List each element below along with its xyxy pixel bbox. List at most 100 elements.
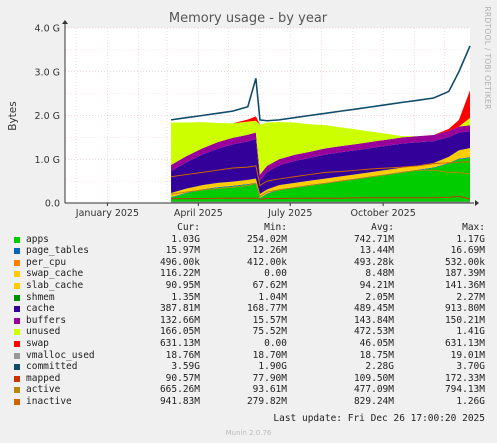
legend-avg: 2.28G [365, 361, 394, 373]
area-apps [171, 157, 471, 203]
legend-row: inactive 941.83M 279.82M 829.24M 1.26G [14, 396, 488, 408]
y-tick-label: 2.0 G [35, 111, 61, 122]
legend-max: 794.13M [444, 384, 485, 396]
legend-cur: 116.22M [159, 268, 200, 280]
x-tick-label: July 2025 [267, 208, 312, 219]
y-axis-arrow-icon [62, 20, 68, 24]
legend-cur: 631.13M [159, 337, 200, 349]
legend-cur: 3.59G [171, 361, 200, 373]
legend-min: 0.00 [264, 337, 287, 349]
legend-min: 75.52M [252, 326, 287, 338]
y-tick-label: 3.0 G [35, 67, 61, 78]
line-committed [170, 45, 471, 122]
legend-name: slab_cache [26, 279, 84, 291]
legend-header-3: Avg: [371, 222, 394, 233]
legend-swatch [14, 236, 20, 243]
legend-swatch [14, 375, 20, 382]
legend-avg: 493.28k [353, 256, 394, 268]
series-lines [170, 45, 471, 203]
y-axis-label: Bytes [7, 101, 19, 130]
legend-name: unused [26, 326, 61, 338]
legend-swatch [14, 259, 20, 266]
chart-title: Memory usage - by year [169, 11, 328, 26]
legend-row: buffers 132.66M 15.57M 143.84M 150.21M [14, 315, 488, 327]
last-update: Last update: Fri Dec 26 17:00:20 2025 [273, 413, 485, 424]
legend-avg: 477.09M [353, 384, 394, 396]
legend-cur: 15.97M [165, 245, 200, 257]
legend-header-4: Max: [462, 222, 485, 233]
legend-cur: 665.26M [159, 384, 200, 396]
legend-row: vmalloc_used 18.76M 18.70M 18.75M 19.01M [14, 350, 488, 362]
legend-avg: 46.05M [359, 337, 394, 349]
legend-max: 1.41G [456, 326, 485, 338]
legend-row: page_tables 15.97M 12.26M 13.44M 16.69M [14, 245, 488, 257]
legend-row: committed 3.59G 1.90G 2.28G 3.70G [14, 361, 488, 373]
legend-cur: 941.83M [159, 395, 200, 407]
legend-swatch [14, 398, 20, 405]
legend-avg: 8.48M [365, 268, 394, 280]
legend-min: 168.77M [246, 303, 287, 315]
legend-avg: 472.53M [353, 326, 394, 338]
legend-swatch [14, 340, 20, 347]
legend-max: 16.69M [450, 245, 485, 257]
legend-row: per_cpu 496.00k 412.00k 493.28k 532.00k [14, 257, 488, 269]
legend-max: 631.13M [444, 337, 485, 349]
legend-row: apps 1.03G 254.02M 742.71M 1.17G [14, 234, 488, 246]
legend-swatch [14, 317, 20, 324]
legend-header-1: Cur: [177, 222, 200, 233]
legend-cur: 90.95M [165, 279, 200, 291]
legend-avg: 829.24M [353, 395, 394, 407]
legend-row: active 665.26M 93.61M 477.09M 794.13M [14, 384, 488, 396]
legend-avg: 2.05M [365, 291, 394, 303]
legend-cur: 18.76M [165, 349, 200, 361]
legend-min: 0.00 [264, 268, 287, 280]
legend-swatch [14, 271, 20, 278]
legend-avg: 18.75M [359, 349, 394, 361]
line-active [170, 169, 471, 198]
legend-swatch [14, 364, 20, 371]
x-tick-label: April 2025 [174, 208, 223, 219]
legend-min: 1.04M [258, 291, 287, 303]
legend-min: 77.90M [252, 372, 287, 384]
legend-header-2: Min: [264, 222, 287, 233]
legend-name: page_tables [26, 245, 89, 257]
area-buffers [171, 125, 471, 181]
legend-name: apps [26, 233, 49, 245]
legend-min: 254.02M [246, 233, 287, 245]
legend-cur: 1.35M [171, 291, 200, 303]
legend-name: swap [26, 337, 49, 349]
legend-row: shmem 1.35M 1.04M 2.05M 2.27M [14, 292, 488, 304]
legend-name: vmalloc_used [26, 349, 95, 361]
area-cache [171, 131, 471, 194]
legend-name: per_cpu [26, 256, 67, 268]
legend-swatch [14, 352, 20, 359]
x-tick-label: January 2025 [75, 208, 139, 219]
legend-name: active [26, 384, 61, 396]
legend-header: Cur: Min: Avg: Max: [14, 222, 488, 234]
legend-max: 19.01M [450, 349, 485, 361]
legend-name: committed [26, 361, 78, 373]
legend-avg: 94.21M [359, 279, 394, 291]
legend-cur: 90.57M [165, 372, 200, 384]
legend-min: 412.00k [246, 256, 287, 268]
legend-max: 913.80M [444, 303, 485, 315]
legend-name: buffers [26, 314, 67, 326]
legend-min: 15.57M [252, 314, 287, 326]
legend-max: 141.36M [444, 279, 485, 291]
legend-swatch [14, 329, 20, 336]
x-tick-label: October 2025 [351, 208, 416, 219]
legend-swatch [14, 282, 20, 289]
x-axis-arrow-icon [475, 200, 479, 206]
legend-cur: 166.05M [159, 326, 200, 338]
legend-max: 1.17G [456, 233, 485, 245]
legend-row: swap 631.13M 0.00 46.05M 631.13M [14, 338, 488, 350]
legend-avg: 742.71M [353, 233, 394, 245]
legend-max: 532.00k [444, 256, 485, 268]
y-tick-label: 0.0 [45, 199, 60, 210]
legend-swatch [14, 248, 20, 255]
legend-cur: 387.81M [159, 303, 200, 315]
legend-max: 150.21M [444, 314, 485, 326]
legend-name: inactive [26, 395, 72, 407]
legend: Cur: Min: Avg: Max: apps 1.03G 254.02M 742.71M 1… [14, 222, 488, 408]
